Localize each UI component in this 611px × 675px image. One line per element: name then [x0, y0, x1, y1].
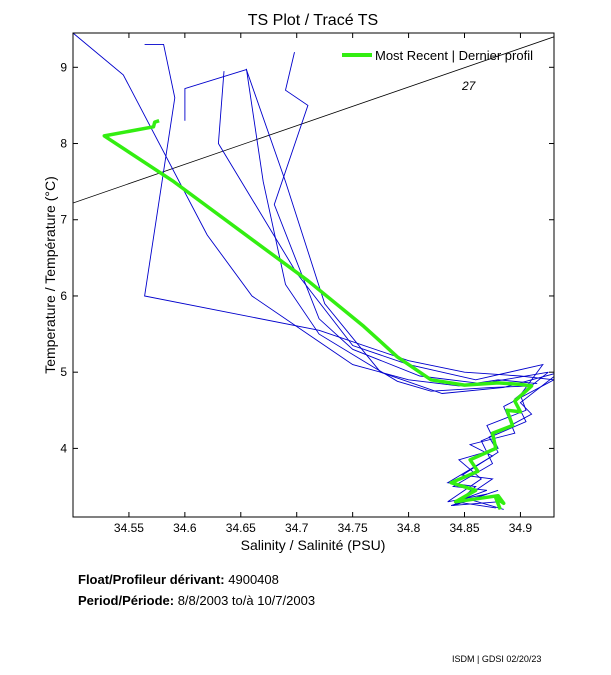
legend: Most Recent | Dernier profil — [342, 48, 533, 63]
x-tick-label: 34.8 — [397, 521, 421, 535]
legend-label: Most Recent | Dernier profil — [375, 48, 533, 63]
x-tick-label: 34.65 — [226, 521, 256, 535]
period-info: Period/Période: 8/8/2003 to/à 10/7/2003 — [78, 593, 315, 608]
profile-line — [245, 68, 532, 392]
x-tick-label: 34.9 — [509, 521, 533, 535]
y-tick-label: 4 — [60, 441, 67, 455]
y-axis-ticks: 4 5 6 7 8 9 — [60, 60, 554, 455]
chart-title: TS Plot / Tracé TS — [248, 12, 378, 29]
y-tick-label: 8 — [60, 137, 67, 151]
float-label: Float/Profileur dérivant: — [78, 572, 225, 587]
y-tick-label: 7 — [60, 213, 67, 227]
period-value: 8/8/2003 to/à 10/7/2003 — [177, 593, 316, 608]
x-axis-label: Salinity / Salinité (PSU) — [241, 537, 386, 553]
x-tick-label: 34.6 — [173, 521, 197, 535]
y-axis-label: Temperature / Température (°C) — [42, 176, 58, 374]
x-tick-label: 34.85 — [449, 521, 479, 535]
profile-line — [184, 69, 554, 510]
x-axis-ticks: 34.55 34.6 34.65 34.7 34.75 34.8 34.85 34.9 — [114, 33, 533, 535]
plot-content — [73, 33, 554, 511]
density-contour-line — [73, 36, 554, 204]
y-tick-label: 5 — [60, 365, 67, 379]
x-tick-label: 34.7 — [285, 521, 309, 535]
period-label: Period/Période: — [78, 593, 175, 608]
most-recent-profile-line — [102, 119, 534, 511]
y-tick-label: 6 — [60, 289, 67, 303]
density-contour-label: 27 — [461, 79, 477, 93]
plot-frame — [72, 32, 555, 518]
float-info: Float/Profileur dérivant: 4900408 — [78, 572, 279, 587]
plot-area — [73, 33, 554, 517]
x-tick-label: 34.55 — [114, 521, 144, 535]
y-tick-label: 9 — [60, 60, 67, 74]
x-tick-label: 34.75 — [338, 521, 368, 535]
credit-text: ISDM | GDSI 02/20/23 — [452, 654, 542, 664]
float-value: 4900408 — [228, 572, 279, 587]
